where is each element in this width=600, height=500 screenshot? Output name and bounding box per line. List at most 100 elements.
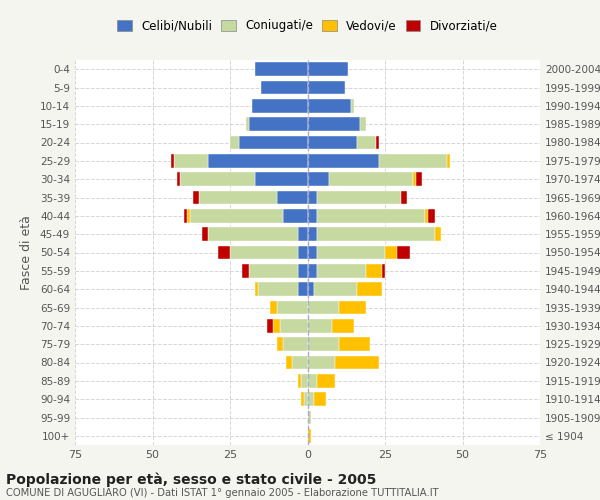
Bar xyxy=(376,136,379,149)
Bar xyxy=(202,228,208,241)
Bar xyxy=(283,209,308,222)
Bar xyxy=(308,172,329,186)
Bar xyxy=(298,228,308,241)
Bar xyxy=(308,209,317,222)
Bar xyxy=(314,282,357,296)
Bar xyxy=(317,209,425,222)
Bar xyxy=(193,190,199,204)
Bar xyxy=(308,190,317,204)
Bar xyxy=(317,374,335,388)
Bar xyxy=(280,319,308,332)
Bar xyxy=(428,209,434,222)
Bar xyxy=(332,319,354,332)
Bar xyxy=(308,154,379,168)
Legend: Celibi/Nubili, Coniugati/e, Vedovi/e, Divorziati/e: Celibi/Nubili, Coniugati/e, Vedovi/e, Di… xyxy=(114,16,501,36)
Bar xyxy=(283,338,308,351)
Bar xyxy=(416,172,422,186)
Bar xyxy=(171,154,174,168)
Bar xyxy=(425,209,428,222)
Bar xyxy=(308,136,357,149)
Bar xyxy=(248,118,308,131)
Bar xyxy=(248,264,298,278)
Bar xyxy=(208,228,298,241)
Bar xyxy=(245,118,248,131)
Bar xyxy=(335,356,379,370)
Bar xyxy=(184,209,187,222)
Bar xyxy=(308,62,348,76)
Bar xyxy=(308,118,360,131)
Bar xyxy=(338,338,370,351)
Bar xyxy=(314,392,326,406)
Bar xyxy=(308,319,332,332)
Bar xyxy=(360,118,367,131)
Bar xyxy=(308,338,338,351)
Bar xyxy=(385,246,397,260)
Bar xyxy=(308,99,351,112)
Bar xyxy=(255,62,308,76)
Bar xyxy=(277,190,308,204)
Bar xyxy=(301,392,304,406)
Bar xyxy=(308,264,317,278)
Bar xyxy=(277,338,283,351)
Bar xyxy=(252,99,308,112)
Bar xyxy=(379,154,447,168)
Bar xyxy=(308,246,317,260)
Bar xyxy=(261,80,308,94)
Bar xyxy=(187,209,190,222)
Bar xyxy=(317,246,385,260)
Bar xyxy=(277,300,308,314)
Bar xyxy=(298,282,308,296)
Bar xyxy=(258,282,298,296)
Bar xyxy=(230,136,239,149)
Bar xyxy=(357,136,376,149)
Bar xyxy=(308,374,317,388)
Bar xyxy=(304,392,308,406)
Bar xyxy=(255,172,308,186)
Bar xyxy=(286,356,292,370)
Bar xyxy=(401,190,407,204)
Bar xyxy=(199,190,277,204)
Bar xyxy=(308,282,314,296)
Bar xyxy=(298,374,301,388)
Bar xyxy=(357,282,382,296)
Bar xyxy=(382,264,385,278)
Bar xyxy=(267,319,274,332)
Bar xyxy=(317,190,401,204)
Bar xyxy=(190,209,283,222)
Bar xyxy=(397,246,410,260)
Bar xyxy=(308,300,338,314)
Bar xyxy=(308,392,314,406)
Y-axis label: Fasce di età: Fasce di età xyxy=(20,215,33,290)
Bar xyxy=(308,228,317,241)
Bar xyxy=(255,282,258,296)
Bar xyxy=(413,172,416,186)
Bar xyxy=(218,246,230,260)
Bar xyxy=(317,228,434,241)
Bar xyxy=(351,99,354,112)
Bar xyxy=(271,300,277,314)
Bar xyxy=(338,300,367,314)
Bar xyxy=(208,154,308,168)
Bar xyxy=(181,172,255,186)
Bar xyxy=(329,172,413,186)
Bar xyxy=(434,228,441,241)
Bar xyxy=(292,356,308,370)
Text: Popolazione per età, sesso e stato civile - 2005: Popolazione per età, sesso e stato civil… xyxy=(6,472,376,487)
Bar xyxy=(239,136,308,149)
Bar xyxy=(308,356,335,370)
Bar xyxy=(308,80,344,94)
Bar xyxy=(367,264,382,278)
Bar xyxy=(308,429,311,442)
Bar xyxy=(301,374,308,388)
Bar xyxy=(242,264,248,278)
Bar xyxy=(298,264,308,278)
Bar xyxy=(174,154,208,168)
Bar xyxy=(230,246,298,260)
Text: COMUNE DI AGUGLIARO (VI) - Dati ISTAT 1° gennaio 2005 - Elaborazione TUTTITALIA.: COMUNE DI AGUGLIARO (VI) - Dati ISTAT 1°… xyxy=(6,488,439,498)
Bar xyxy=(178,172,181,186)
Bar xyxy=(447,154,450,168)
Bar xyxy=(274,319,280,332)
Bar xyxy=(317,264,367,278)
Bar xyxy=(298,246,308,260)
Bar xyxy=(308,410,311,424)
